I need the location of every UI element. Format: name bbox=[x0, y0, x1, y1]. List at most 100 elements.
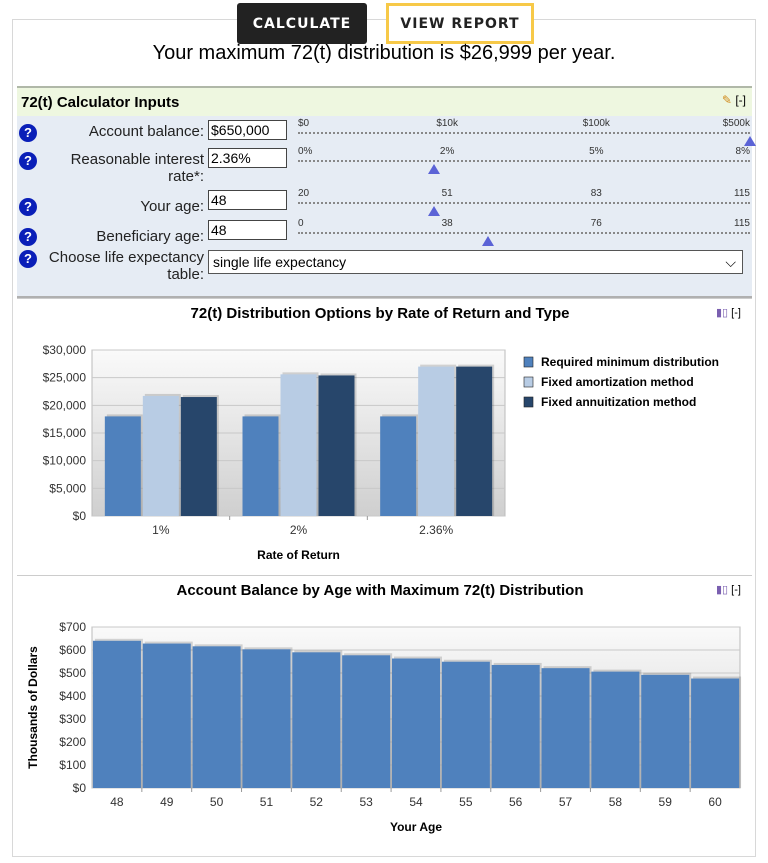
y-tick-label: $20,000 bbox=[43, 398, 87, 412]
bar-balance bbox=[242, 649, 291, 788]
bar-fixed-annuitization-method bbox=[318, 375, 355, 516]
divider bbox=[17, 298, 752, 299]
slider-thumb[interactable] bbox=[481, 236, 494, 246]
slider-tick-label: 8% bbox=[735, 146, 750, 157]
x-tick-label: 52 bbox=[310, 795, 324, 809]
legend-swatch bbox=[523, 376, 534, 388]
y-tick-label: $25,000 bbox=[43, 371, 87, 385]
calculator-frame bbox=[12, 19, 756, 857]
bar-fixed-amortization-method bbox=[280, 374, 317, 516]
x-tick-label: 49 bbox=[160, 795, 174, 809]
view-report-button[interactable]: VIEW REPORT bbox=[386, 3, 534, 44]
collapse-chart2-button[interactable]: [-] bbox=[731, 584, 741, 596]
y-tick-label: $5,000 bbox=[49, 481, 86, 495]
field-input[interactable]: $650,000 bbox=[208, 120, 287, 140]
y-tick-label: $300 bbox=[59, 712, 86, 726]
x-tick-label: 60 bbox=[708, 795, 722, 809]
slider-thumb[interactable] bbox=[427, 206, 440, 216]
bar-fixed-amortization-method bbox=[418, 366, 455, 516]
help-icon[interactable]: ? bbox=[19, 198, 37, 216]
life-expectancy-select[interactable]: single life expectancy ⌵ bbox=[208, 250, 743, 274]
y-tick-label: $400 bbox=[59, 689, 86, 703]
bar-fixed-annuitization-method bbox=[456, 366, 493, 516]
slider-track[interactable]: $0 $10k $100k $500k bbox=[298, 118, 756, 146]
inputs-header: 72(t) Calculator Inputs ✎ [-] bbox=[17, 88, 752, 116]
x-tick-label: 51 bbox=[260, 795, 274, 809]
field-input[interactable]: 48 bbox=[208, 190, 287, 210]
help-icon[interactable]: ? bbox=[19, 152, 37, 170]
chart1-title: 72(t) Distribution Options by Rate of Re… bbox=[190, 305, 570, 322]
x-tick-label: 54 bbox=[409, 795, 423, 809]
chart-type-icon[interactable]: ▮▯ bbox=[716, 307, 729, 319]
chevron-down-icon: ⌵ bbox=[725, 254, 736, 270]
slider-track[interactable]: 0 38 76 115 bbox=[298, 218, 750, 246]
x-tick-label: 2.36% bbox=[419, 523, 453, 537]
y-axis-label: Thousands of Dollars bbox=[26, 646, 40, 769]
help-icon[interactable]: ? bbox=[19, 228, 37, 246]
field-input[interactable]: 48 bbox=[208, 220, 287, 240]
field-input[interactable]: 2.36% bbox=[208, 148, 287, 168]
x-tick-label: 58 bbox=[609, 795, 623, 809]
divider bbox=[17, 575, 752, 576]
x-tick-label: 53 bbox=[359, 795, 373, 809]
bar-balance bbox=[92, 640, 141, 788]
y-tick-label: $500 bbox=[59, 666, 86, 680]
collapse-chart1-button[interactable]: [-] bbox=[731, 307, 741, 319]
y-tick-label: $200 bbox=[59, 735, 86, 749]
legend-swatch bbox=[523, 396, 534, 408]
bar-fixed-annuitization-method bbox=[180, 397, 217, 516]
slider-tick-label: 76 bbox=[590, 218, 602, 229]
x-tick-label: 57 bbox=[559, 795, 573, 809]
bar-balance bbox=[342, 655, 391, 788]
inputs-title: 72(t) Calculator Inputs bbox=[21, 93, 180, 111]
slider-tick-label: $100k bbox=[582, 118, 610, 129]
y-tick-label: $15,000 bbox=[43, 426, 87, 440]
slider-tick-label: $500k bbox=[722, 118, 750, 129]
slider-track[interactable]: 20 51 83 115 bbox=[298, 188, 750, 216]
y-tick-label: $30,000 bbox=[43, 343, 87, 357]
x-axis-label: Rate of Return bbox=[257, 548, 340, 562]
x-tick-label: 50 bbox=[210, 795, 224, 809]
slider-tick-label: $0 bbox=[298, 118, 310, 129]
x-tick-label: 59 bbox=[659, 795, 673, 809]
legend-swatch bbox=[523, 356, 534, 368]
slider-tick-label: 0% bbox=[298, 146, 313, 157]
legend-label: Required minimum distribution bbox=[541, 355, 719, 369]
slider-thumb[interactable] bbox=[744, 136, 756, 146]
bar-balance bbox=[142, 643, 191, 788]
x-axis-label: Your Age bbox=[390, 820, 442, 834]
pencil-icon[interactable]: ✎ bbox=[721, 93, 732, 107]
bar-fixed-amortization-method bbox=[142, 395, 179, 516]
life-expectancy-label: Choose life expectancy table: bbox=[48, 249, 204, 283]
chart2-title: Account Balance by Age with Maximum 72(t… bbox=[176, 582, 584, 599]
field-label: Reasonable interest rate*: bbox=[70, 151, 204, 185]
bar-required-minimum-distribution bbox=[104, 416, 141, 516]
bar-balance bbox=[491, 664, 540, 788]
slider-tick-label: 5% bbox=[589, 146, 604, 157]
collapse-inputs-button[interactable]: [-] bbox=[735, 93, 746, 107]
slider-tick-label: 38 bbox=[441, 218, 453, 229]
balance-chart: $0 $100 $200 $300 $400 $500 $600 $700 48 49 50 51 52… bbox=[26, 620, 742, 834]
calculator-inputs-panel: 72(t) Calculator Inputs ✎ [-] ? Account … bbox=[17, 86, 756, 298]
bar-required-minimum-distribution bbox=[242, 416, 279, 516]
y-tick-label: $0 bbox=[73, 781, 87, 795]
x-tick-label: 1% bbox=[152, 523, 170, 537]
slider-track[interactable]: 0% 2% 5% 8% bbox=[298, 146, 750, 174]
x-tick-label: 2% bbox=[290, 523, 308, 537]
slider-tick-label: 115 bbox=[734, 218, 750, 229]
slider-tick-label: $10k bbox=[436, 118, 458, 129]
field-label: Account balance: bbox=[88, 123, 204, 140]
slider-thumb[interactable] bbox=[427, 164, 440, 174]
bar-balance bbox=[192, 646, 241, 788]
bar-balance bbox=[641, 674, 690, 788]
bar-balance bbox=[591, 671, 640, 788]
x-tick-label: 56 bbox=[509, 795, 523, 809]
y-tick-label: $700 bbox=[59, 620, 86, 634]
help-icon[interactable]: ? bbox=[19, 250, 37, 268]
chart-type-icon[interactable]: ▮▯ bbox=[716, 584, 729, 596]
calculate-button[interactable]: CALCULATE bbox=[237, 3, 367, 44]
help-icon[interactable]: ? bbox=[19, 124, 37, 142]
bar-balance bbox=[292, 652, 341, 788]
field-label: Your age: bbox=[140, 198, 204, 215]
legend-label: Fixed annuitization method bbox=[541, 395, 696, 409]
